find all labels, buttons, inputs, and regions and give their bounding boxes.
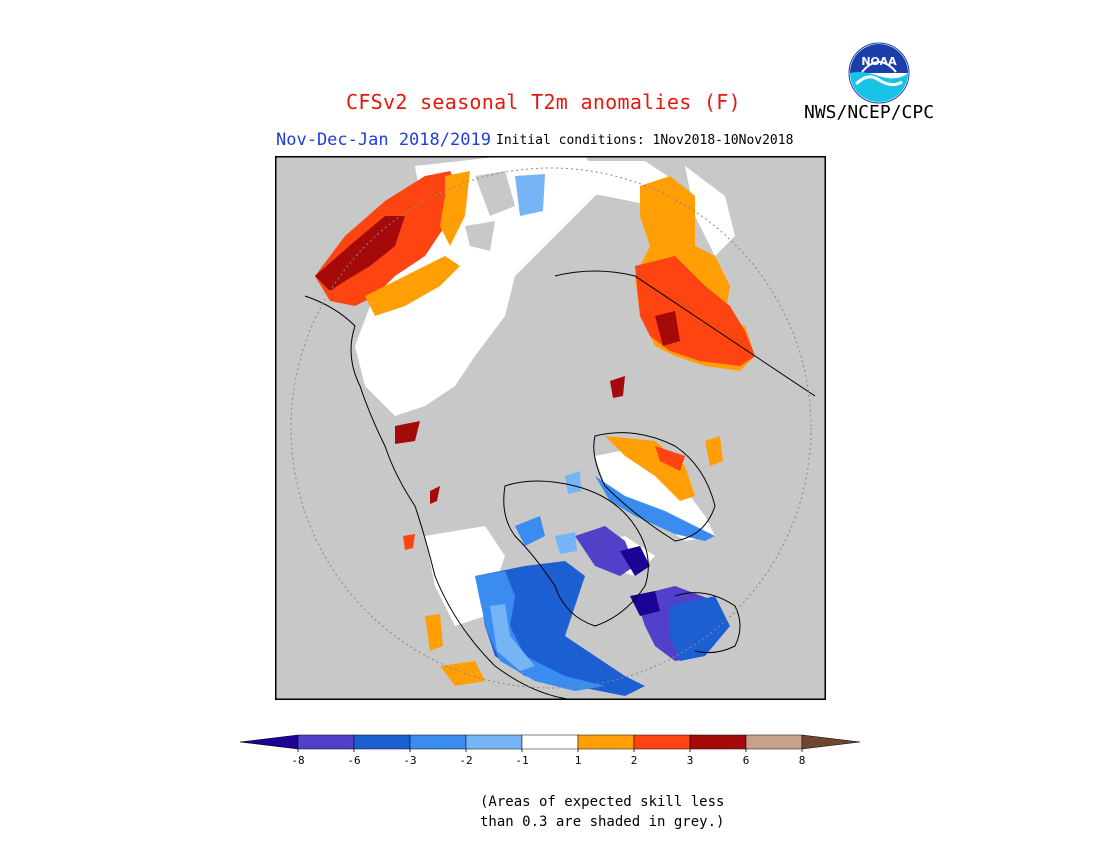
- legend-bin: [409, 734, 467, 750]
- legend-bin: [633, 734, 691, 750]
- map-frame: [275, 156, 826, 700]
- legend-bin: [297, 734, 355, 750]
- legend-tick-label: -8: [291, 754, 304, 767]
- legend-bin: [465, 734, 523, 750]
- legend-tick-label: -3: [403, 754, 416, 767]
- anomaly-shading: [315, 156, 755, 696]
- forecast-period: Nov-Dec-Jan 2018/2019: [276, 130, 491, 150]
- legend-tick-label: 8: [799, 754, 806, 767]
- legend-tick-label: -6: [347, 754, 360, 767]
- legend-bin: [353, 734, 411, 750]
- anomaly-map: [275, 156, 826, 700]
- legend-tick-label: 1: [575, 754, 582, 767]
- legend-bin: [689, 734, 747, 750]
- legend-bin: [801, 734, 861, 750]
- initial-conditions: Initial conditions: 1Nov2018-10Nov2018: [496, 133, 794, 148]
- noaa-logo: NOAA: [848, 42, 910, 104]
- skill-note-line-1: (Areas of expected skill less: [480, 794, 725, 810]
- legend-bin: [577, 734, 635, 750]
- legend-tick-label: 2: [631, 754, 638, 767]
- map-title: CFSv2 seasonal T2m anomalies (F): [346, 90, 741, 114]
- legend-tick-label: -1: [515, 754, 528, 767]
- legend-tick-label: 3: [687, 754, 694, 767]
- legend-bin: [521, 734, 579, 750]
- coastlines: [290, 167, 816, 700]
- noaa-logo-text: NOAA: [861, 55, 897, 68]
- legend-tick-label: -2: [459, 754, 472, 767]
- legend-tick-label: 6: [743, 754, 750, 767]
- skill-note-line-2: than 0.3 are shaded in grey.): [480, 814, 725, 830]
- skill-note: (Areas of expected skill less than 0.3 a…: [480, 792, 724, 832]
- legend-bin: [745, 734, 803, 750]
- agency-label: NWS/NCEP/CPC: [804, 102, 935, 123]
- color-legend: -8 -6 -3 -2 -1 1 2 3 6 8: [239, 734, 861, 767]
- legend-bin: [239, 734, 299, 750]
